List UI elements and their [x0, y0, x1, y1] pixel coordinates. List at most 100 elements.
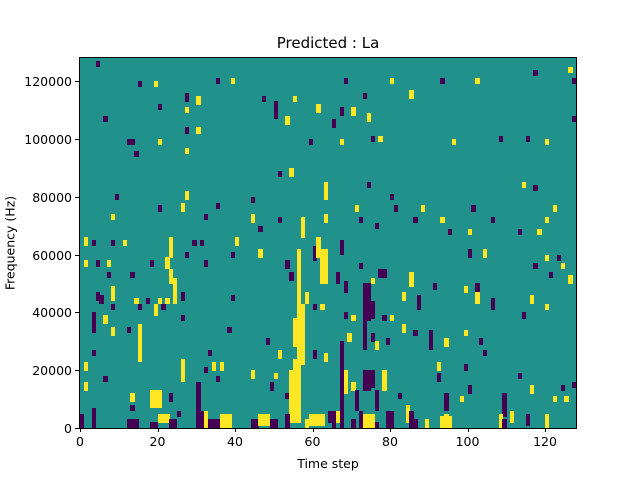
heatmap-cell [180, 202, 186, 212]
heatmap-cell [475, 292, 480, 305]
heatmap-cell [382, 370, 387, 391]
heatmap-cell [386, 338, 391, 345]
heatmap-cell [545, 254, 550, 261]
heatmap-cell [130, 393, 135, 403]
heatmap-cell [165, 413, 170, 423]
heatmap-cell [463, 286, 468, 293]
heatmap-cell [215, 202, 220, 209]
heatmap-cell [448, 416, 453, 429]
x-tick-label: 0 [76, 434, 84, 449]
heatmap-cell [440, 216, 445, 224]
heatmap-cell [176, 410, 182, 417]
heatmap-cell [107, 271, 112, 279]
heatmap-cell [126, 138, 131, 146]
heatmap-cell [386, 410, 391, 429]
heatmap-cell [173, 277, 178, 305]
heatmap-cell [269, 419, 275, 429]
heatmap-cell [130, 271, 135, 279]
heatmap-cell [417, 303, 422, 310]
heatmap-cell [149, 260, 155, 267]
heatmap-cell [351, 107, 356, 117]
heatmap-cell [149, 422, 155, 429]
heatmap-cell [448, 228, 453, 235]
heatmap-cell [498, 413, 503, 429]
y-tick-label: 100000 [24, 131, 72, 147]
heatmap-cell [157, 390, 162, 409]
heatmap-cell [138, 81, 143, 88]
heatmap-cell [413, 216, 418, 224]
heatmap-cell [207, 419, 213, 429]
heatmap-cell [362, 370, 368, 391]
heatmap-cell [277, 349, 282, 360]
heatmap-cell [169, 393, 174, 403]
x-tick-mark [157, 428, 159, 432]
heatmap-cell [250, 419, 255, 429]
heatmap-cell [300, 303, 306, 365]
y-tick-label: 60000 [32, 247, 72, 263]
heatmap-cell [417, 295, 422, 305]
heatmap-cell [180, 315, 186, 322]
x-tick-label: 80 [382, 434, 398, 449]
heatmap-cell [370, 332, 375, 342]
heatmap-cell [545, 413, 550, 429]
heatmap-cell [347, 332, 352, 342]
heatmap-cell [560, 384, 565, 391]
heatmap-cell [409, 410, 414, 429]
heatmap-cell [355, 390, 360, 412]
heatmap-cell [316, 413, 321, 426]
heatmap-cell [359, 216, 364, 224]
heatmap-cell [401, 292, 406, 302]
heatmap-cell [130, 404, 135, 412]
heatmap-cell [312, 303, 317, 310]
heatmap-cell [572, 115, 577, 122]
heatmap-cell [366, 182, 372, 189]
heatmap-cell [130, 419, 135, 429]
heatmap-cell [289, 370, 294, 423]
heatmap-cell [157, 138, 162, 146]
heatmap-cell [490, 216, 496, 224]
heatmap-cell [258, 248, 263, 258]
heatmap-cell [126, 419, 131, 429]
heatmap-cell [471, 205, 476, 212]
heatmap-cell [111, 240, 116, 247]
heatmap-cell [343, 280, 348, 293]
heatmap-cell [122, 240, 127, 247]
heatmap-cell [277, 216, 282, 224]
heatmap-cell [390, 410, 395, 429]
heatmap-cell [293, 318, 298, 348]
heatmap-cell [266, 413, 271, 426]
heatmap-cell [545, 303, 550, 310]
heatmap-cell [390, 315, 395, 322]
heatmap-cell [421, 205, 426, 212]
heatmap-cell [273, 419, 279, 429]
heatmap-cell [467, 248, 472, 258]
heatmap-cell [153, 422, 158, 429]
heatmap-cell [297, 248, 302, 423]
heatmap-cell [308, 413, 313, 426]
heatmap-cell [211, 419, 217, 429]
x-tick-mark [80, 428, 81, 432]
heatmap-cell [134, 150, 139, 157]
heatmap-cell [184, 92, 189, 102]
heatmap-cell [262, 413, 267, 426]
heatmap-cell [382, 315, 387, 322]
heatmap-cell [235, 237, 240, 247]
heatmap-cell [370, 136, 375, 143]
heatmap-cell [91, 240, 96, 247]
heatmap-cell [308, 138, 313, 146]
heatmap-cell [463, 364, 468, 371]
heatmap-cell [250, 196, 255, 203]
heatmap-cell [452, 138, 457, 146]
heatmap-cell [316, 237, 321, 258]
heatmap-cell [366, 283, 372, 322]
heatmap-cell [366, 413, 372, 429]
heatmap-cell [312, 245, 317, 261]
heatmap-cell [533, 69, 538, 76]
heatmap-cell [502, 419, 507, 429]
heatmap-cell [111, 286, 116, 302]
x-tick-label: 120 [533, 434, 557, 449]
heatmap-cell [300, 216, 306, 238]
heatmap-cell [552, 396, 558, 403]
heatmap-cell [525, 136, 530, 143]
